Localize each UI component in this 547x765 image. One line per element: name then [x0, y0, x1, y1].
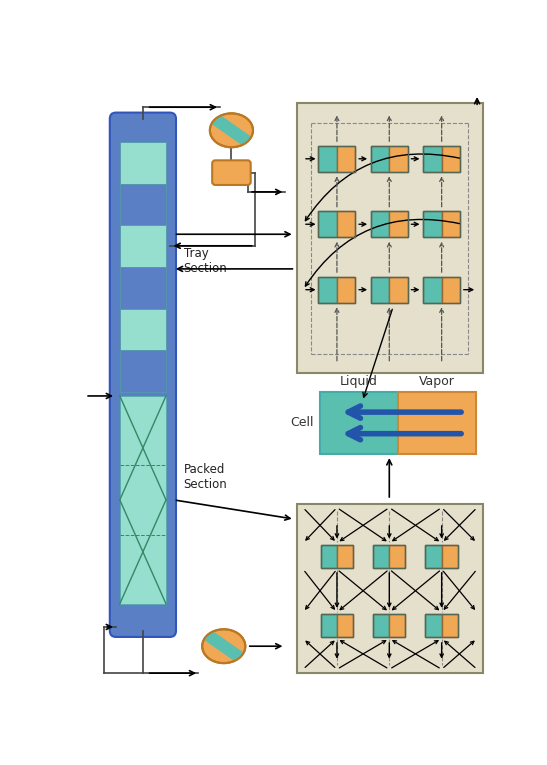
Polygon shape — [202, 629, 245, 663]
Bar — [120, 142, 166, 184]
Bar — [371, 277, 408, 303]
Bar — [371, 211, 408, 237]
Bar — [120, 350, 166, 392]
Bar — [321, 614, 353, 637]
Bar — [120, 267, 166, 309]
Bar — [389, 277, 408, 303]
Bar — [423, 277, 441, 303]
Bar — [398, 392, 475, 454]
Bar — [318, 211, 337, 237]
Bar — [321, 545, 353, 568]
FancyBboxPatch shape — [212, 161, 251, 185]
Bar — [318, 145, 356, 172]
Bar — [441, 277, 460, 303]
Text: Vapor: Vapor — [418, 376, 455, 389]
Bar — [321, 545, 337, 568]
Bar — [120, 225, 166, 267]
Text: Tray
Section: Tray Section — [184, 247, 228, 275]
Bar — [373, 614, 405, 637]
Bar — [318, 145, 337, 172]
Bar — [423, 277, 460, 303]
Text: Packed
Section: Packed Section — [184, 463, 228, 491]
Bar — [318, 211, 356, 237]
Bar — [423, 211, 441, 237]
Bar — [297, 103, 483, 373]
Bar — [426, 614, 458, 637]
Bar — [441, 211, 460, 237]
Polygon shape — [210, 113, 253, 148]
Text: Cell: Cell — [290, 416, 314, 429]
Bar — [337, 277, 356, 303]
Bar — [371, 145, 408, 172]
Bar — [120, 396, 166, 604]
Bar — [318, 277, 356, 303]
Bar — [371, 277, 389, 303]
Bar — [441, 545, 458, 568]
Bar — [321, 614, 337, 637]
Bar — [426, 614, 441, 637]
Bar — [337, 614, 353, 637]
Bar — [337, 211, 356, 237]
Bar — [426, 545, 441, 568]
Bar — [389, 614, 405, 637]
Bar — [389, 545, 405, 568]
Bar — [441, 614, 458, 637]
Bar — [423, 211, 460, 237]
Text: Liquid: Liquid — [340, 376, 378, 389]
Bar — [423, 145, 460, 172]
Bar — [318, 277, 337, 303]
Bar — [441, 145, 460, 172]
Ellipse shape — [202, 630, 245, 663]
FancyBboxPatch shape — [110, 112, 176, 637]
Bar — [337, 145, 356, 172]
Bar — [373, 614, 389, 637]
Ellipse shape — [210, 113, 253, 147]
Bar — [371, 211, 389, 237]
Bar — [297, 503, 483, 673]
Bar — [423, 145, 441, 172]
Bar — [389, 145, 408, 172]
Bar — [120, 184, 166, 225]
Bar — [120, 309, 166, 350]
Bar — [426, 545, 458, 568]
Bar — [337, 545, 353, 568]
Bar — [389, 211, 408, 237]
Bar — [373, 545, 389, 568]
Bar — [320, 392, 398, 454]
Bar — [371, 145, 389, 172]
Bar — [373, 545, 405, 568]
